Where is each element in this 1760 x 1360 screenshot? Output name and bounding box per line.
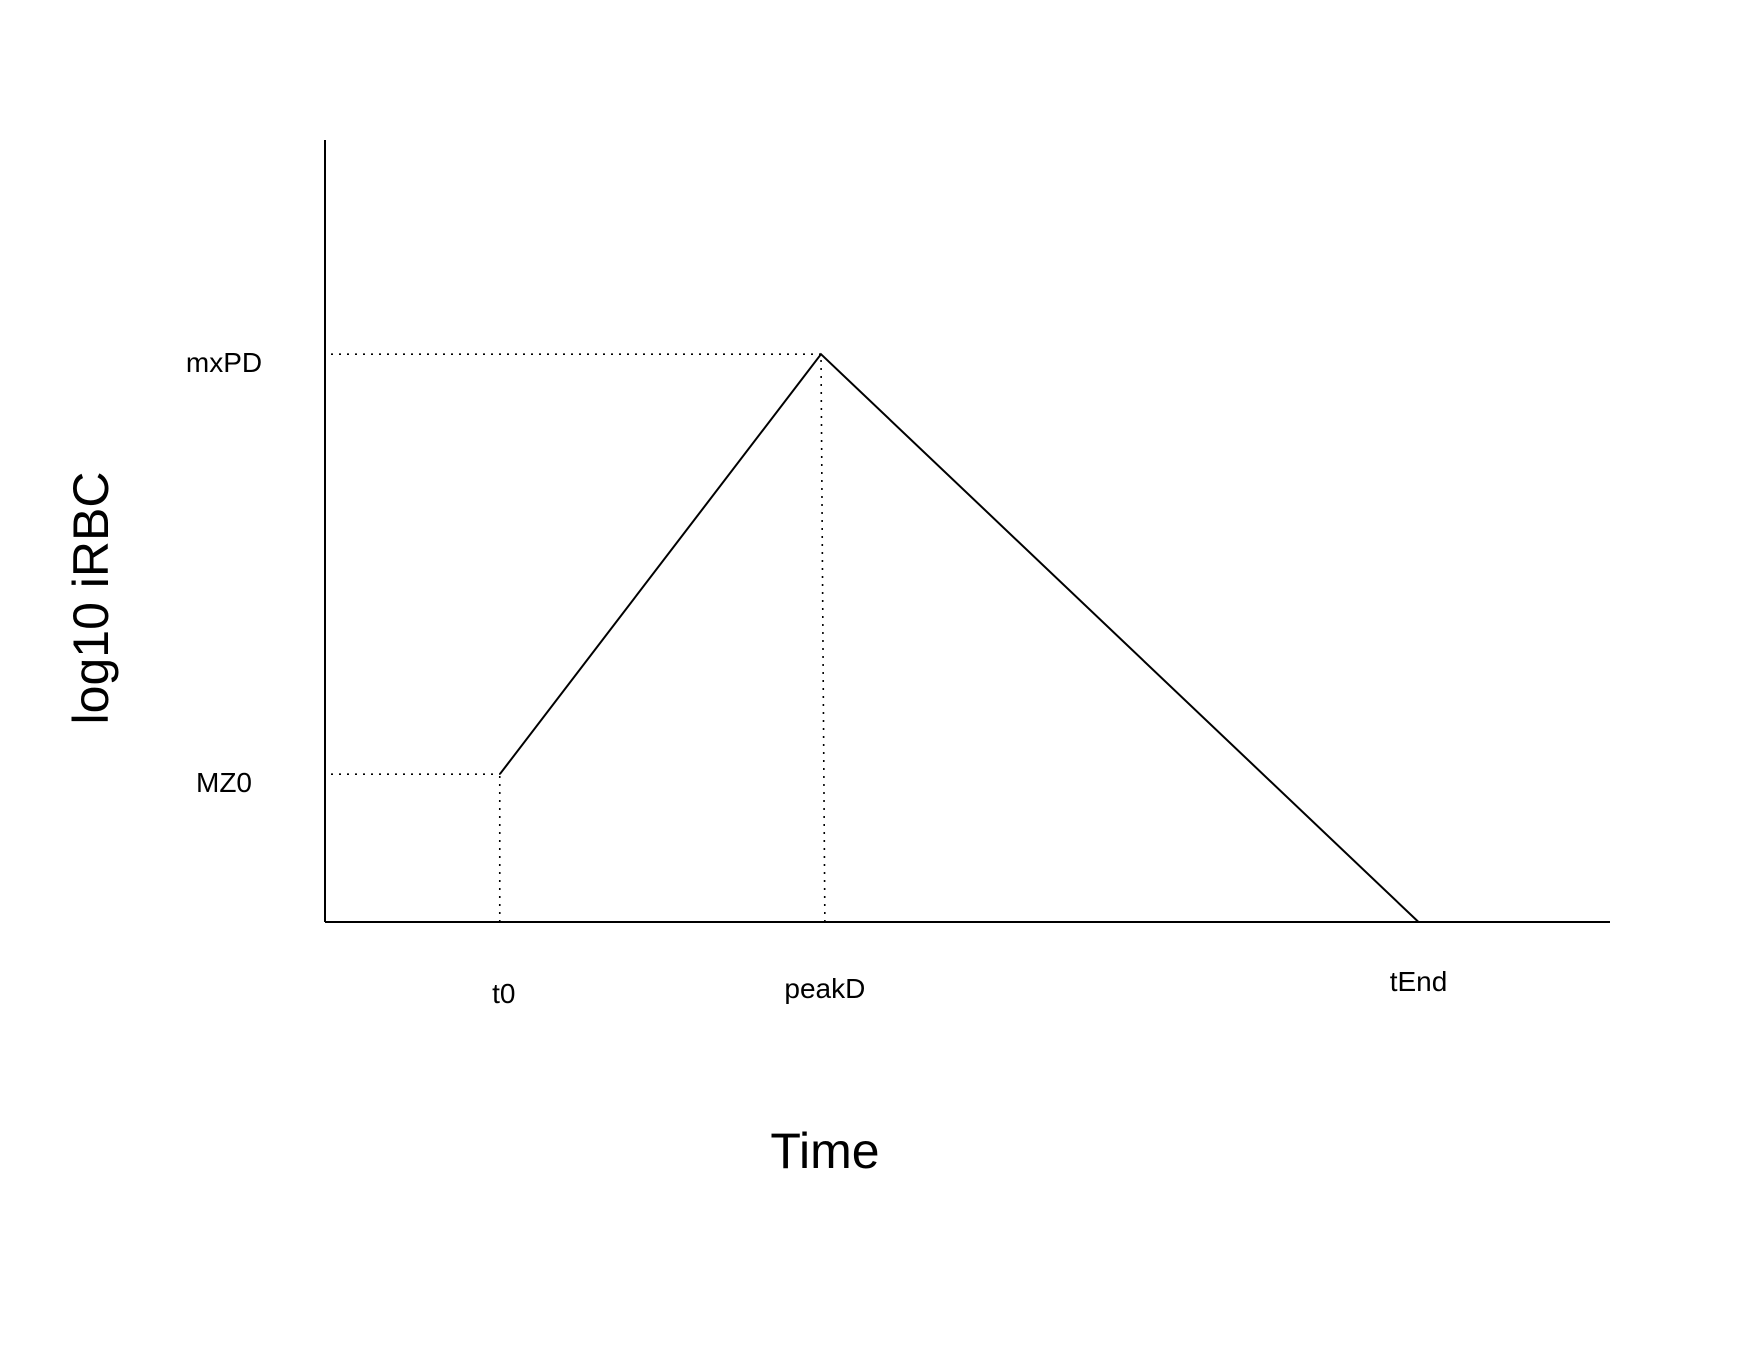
x-tick-label-tEnd: tEnd xyxy=(1390,966,1448,997)
x-axis-title: Time xyxy=(770,1123,879,1179)
y-tick-label-MZ0: MZ0 xyxy=(196,767,252,798)
x-tick-label-t0: t0 xyxy=(492,978,515,1009)
y-tick-label-mxPD: mxPD xyxy=(186,347,262,378)
x-tick-label-peakD: peakD xyxy=(784,973,865,1004)
series-line-0 xyxy=(499,352,1610,923)
y-axis-title: log10 iRBC xyxy=(63,472,119,725)
guide-lines xyxy=(331,353,826,923)
guide-line-3 xyxy=(820,354,826,923)
y-tick-labels: MZ0 mxPD xyxy=(186,347,262,798)
series-group xyxy=(499,352,1610,923)
x-tick-labels: t0 peakD tEnd xyxy=(492,966,1447,1009)
